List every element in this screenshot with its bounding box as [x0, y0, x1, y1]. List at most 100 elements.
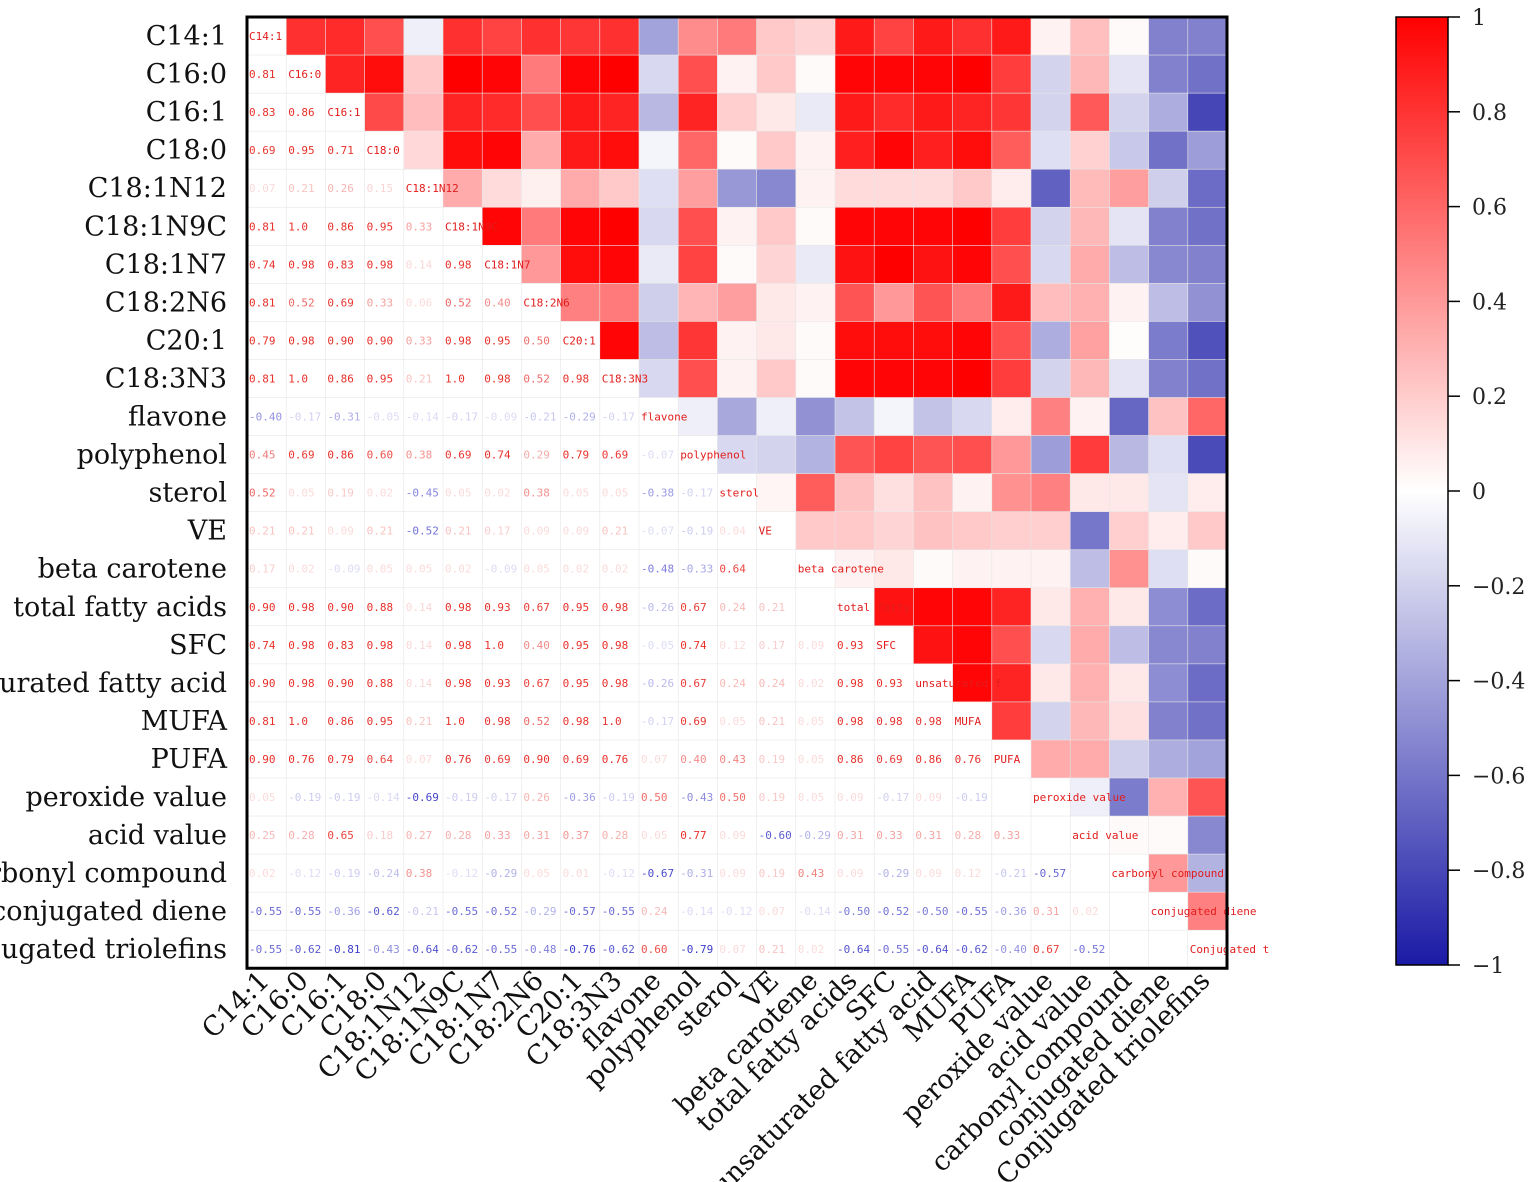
heatmap-cell-upper — [991, 359, 1032, 399]
heatmap-cell-value: -0.62 — [955, 943, 988, 956]
heatmap-cell-upper — [991, 625, 1032, 665]
heatmap-cell-lower — [873, 853, 915, 893]
row-label: C18:1N9C — [84, 211, 227, 242]
heatmap-cell-upper — [1109, 473, 1150, 513]
heatmap-cell-upper — [991, 16, 1032, 56]
heatmap-cell-upper — [991, 435, 1032, 475]
heatmap-cell-lower — [991, 929, 1032, 969]
heatmap-diagonal-label: conjugated diene — [1151, 905, 1257, 918]
heatmap-cell-value: 0.98 — [563, 372, 590, 385]
heatmap-cell-value: 0.14 — [406, 258, 433, 271]
heatmap-cell-upper — [873, 587, 915, 627]
heatmap-cell-diagonal — [638, 397, 679, 437]
heatmap-cell-value: 0.06 — [406, 296, 433, 309]
heatmap-cell-lower — [560, 435, 601, 475]
heatmap-cell-upper — [952, 283, 993, 323]
heatmap-cell-upper — [913, 321, 954, 361]
heatmap-cell-value: 0.90 — [327, 601, 354, 614]
heatmap-cell-value: 0.19 — [759, 867, 786, 880]
row-label: aturated fatty acid — [0, 668, 227, 699]
heatmap-cell-upper — [952, 321, 993, 361]
heatmap-cell-upper — [834, 359, 875, 399]
heatmap-cell-upper — [1069, 473, 1110, 513]
heatmap-cell-value: 0.12 — [719, 639, 746, 652]
heatmap-cell-upper — [991, 511, 1032, 551]
heatmap-cell-lower — [481, 891, 523, 931]
heatmap-cell-lower — [952, 891, 993, 931]
heatmap-cell-lower — [442, 245, 483, 284]
heatmap-cell-upper — [1069, 625, 1110, 665]
heatmap-cell-upper — [1109, 511, 1150, 551]
heatmap-cell-value: 1.0 — [288, 372, 308, 385]
heatmap-cell-diagonal — [481, 245, 523, 284]
heatmap-cell-value: -0.19 — [445, 791, 478, 804]
heatmap-cell-upper — [560, 54, 601, 94]
heatmap-cell-lower — [756, 663, 797, 703]
heatmap-cell-value: 0.69 — [563, 753, 590, 766]
heatmap-cell-upper — [1148, 245, 1189, 284]
heatmap-cell-upper — [1030, 359, 1071, 399]
heatmap-cell-upper — [1148, 168, 1189, 208]
heatmap-cell-upper — [1187, 625, 1228, 665]
heatmap-cell-value: 0.09 — [837, 867, 864, 880]
heatmap-cell-lower — [795, 625, 836, 665]
heatmap-cell-upper — [677, 359, 719, 399]
heatmap-diagonal-label: MUFA — [955, 715, 982, 728]
heatmap-cell-value: 0.40 — [680, 753, 707, 766]
heatmap-cell-lower — [952, 777, 993, 817]
heatmap-cell-lower — [913, 701, 954, 741]
heatmap-cell-value: -0.05 — [367, 411, 400, 424]
heatmap-cell-upper — [677, 245, 719, 284]
heatmap-cell-lower — [442, 625, 483, 665]
heatmap-cell-lower — [325, 359, 366, 399]
heatmap-cell-lower — [834, 625, 875, 665]
heatmap-cell-value: 1.0 — [484, 639, 504, 652]
heatmap-cell-upper — [834, 130, 875, 170]
colorbar-tick-label: −0.2 — [1472, 575, 1525, 600]
heatmap-cell-upper — [913, 130, 954, 170]
heatmap-cell-upper — [913, 625, 954, 665]
heatmap-cell-upper — [1148, 359, 1189, 399]
heatmap-cell-value: -0.17 — [445, 411, 478, 424]
heatmap-cell-value: 0.95 — [367, 372, 394, 385]
heatmap-cell-lower — [717, 701, 758, 741]
heatmap-cell-upper — [834, 16, 875, 56]
heatmap-cell-value: 0.69 — [484, 753, 511, 766]
heatmap-cell-value: 0.33 — [484, 829, 511, 842]
heatmap-cell-value: -0.55 — [484, 943, 517, 956]
heatmap-cell-upper — [599, 168, 640, 208]
heatmap-cell-upper — [481, 206, 523, 246]
heatmap-cell-lower — [717, 663, 758, 703]
heatmap-cell-upper — [1187, 397, 1228, 437]
heatmap-cell-upper — [481, 92, 523, 132]
heatmap-cell-upper — [795, 130, 836, 170]
heatmap-cell-value: 0.27 — [406, 829, 433, 842]
heatmap-cell-value: 0.02 — [563, 563, 590, 576]
heatmap-cell-value: 0.98 — [445, 677, 472, 690]
heatmap-cell-diagonal — [1109, 853, 1150, 893]
heatmap-cell-upper — [952, 359, 993, 399]
heatmap-cell-value: 0.21 — [288, 525, 315, 538]
heatmap-cell-upper — [677, 283, 719, 323]
heatmap-cell-upper — [1030, 511, 1071, 551]
heatmap-cell-value: 0.21 — [249, 525, 276, 538]
heatmap-cell-value: 0.09 — [798, 639, 825, 652]
heatmap-cell-value: -0.52 — [406, 525, 439, 538]
heatmap-cell-lower — [521, 929, 562, 969]
heatmap-cell-value: 0.21 — [602, 525, 629, 538]
heatmap-cell-lower — [1069, 853, 1110, 893]
heatmap-cell-lower — [325, 130, 366, 170]
heatmap-cell-value: 0.21 — [406, 715, 433, 728]
heatmap-cell-value: 0.74 — [680, 639, 707, 652]
heatmap-cell-lower — [952, 929, 993, 969]
heatmap-cell-upper — [677, 16, 719, 56]
heatmap-cell-value: 0.29 — [523, 449, 550, 462]
heatmap-cell-upper — [913, 587, 954, 627]
row-label: conjugated diene — [0, 896, 227, 927]
heatmap-cell-upper — [834, 206, 875, 246]
heatmap-cell-upper — [1148, 321, 1189, 361]
heatmap-cell-value: 0.19 — [759, 753, 786, 766]
heatmap-cell-upper — [1187, 92, 1228, 132]
heatmap-cell-upper — [285, 16, 327, 56]
heatmap-cell-upper — [1148, 283, 1189, 323]
